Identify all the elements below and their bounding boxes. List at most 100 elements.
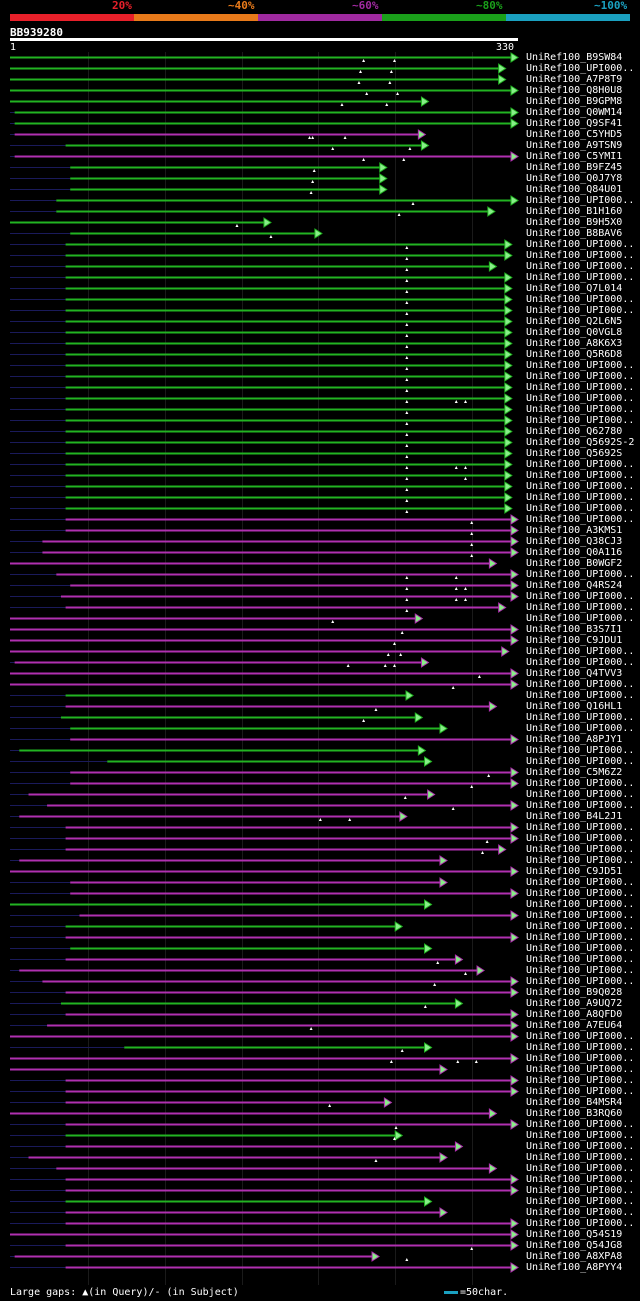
hit-bar[interactable] xyxy=(0,1108,522,1119)
hit-bar[interactable] xyxy=(0,998,522,1009)
hit-label[interactable]: UniRef100_UPI000.. xyxy=(526,239,635,250)
hit-label[interactable]: UniRef100_UPI000.. xyxy=(526,272,635,283)
hit-label[interactable]: UniRef100_UPI000.. xyxy=(526,1031,635,1042)
hit-bar[interactable] xyxy=(0,877,522,888)
hit-bar[interactable] xyxy=(0,899,522,910)
hit-label[interactable]: UniRef100_UPI000.. xyxy=(526,844,635,855)
hit-bar[interactable] xyxy=(0,569,522,580)
hit-row[interactable]: UniRef100_A8K6X3 xyxy=(0,338,640,349)
hit-row[interactable]: UniRef100_B1H160 xyxy=(0,206,640,217)
hit-label[interactable]: UniRef100_UPI000.. xyxy=(526,404,635,415)
hit-bar[interactable] xyxy=(0,954,522,965)
hit-label[interactable]: UniRef100_B4MSR4 xyxy=(526,1097,623,1108)
hit-row[interactable]: UniRef100_UPI000.. xyxy=(0,844,640,855)
hit-bar[interactable] xyxy=(0,261,522,272)
hit-label[interactable]: UniRef100_UPI000.. xyxy=(526,712,635,723)
hit-row[interactable]: UniRef100_Q5692S xyxy=(0,448,640,459)
hit-label[interactable]: UniRef100_UPI000.. xyxy=(526,778,635,789)
hit-bar[interactable] xyxy=(0,492,522,503)
hit-label[interactable]: UniRef100_UPI000.. xyxy=(526,965,635,976)
hit-label[interactable]: UniRef100_Q0WM14 xyxy=(526,107,623,118)
hit-row[interactable]: UniRef100_Q4RS24 xyxy=(0,580,640,591)
hit-label[interactable]: UniRef100_A9TSN9 xyxy=(526,140,623,151)
hit-label[interactable]: UniRef100_Q62780 xyxy=(526,426,623,437)
hit-bar[interactable] xyxy=(0,404,522,415)
hit-row[interactable]: UniRef100_UPI000.. xyxy=(0,888,640,899)
hit-bar[interactable] xyxy=(0,888,522,899)
hit-label[interactable]: UniRef100_A7P8T9 xyxy=(526,74,623,85)
hit-row[interactable]: UniRef100_UPI000.. xyxy=(0,1207,640,1218)
hit-bar[interactable] xyxy=(0,1075,522,1086)
hit-row[interactable]: UniRef100_Q0J7Y8 xyxy=(0,173,640,184)
hit-bar[interactable] xyxy=(0,646,522,657)
hit-label[interactable]: UniRef100_UPI000.. xyxy=(526,613,635,624)
hit-label[interactable]: UniRef100_UPI000.. xyxy=(526,1185,635,1196)
hit-bar[interactable] xyxy=(0,316,522,327)
hit-bar[interactable] xyxy=(0,833,522,844)
hit-bar[interactable] xyxy=(0,558,522,569)
hit-label[interactable]: UniRef100_Q16HL1 xyxy=(526,701,623,712)
hit-bar[interactable] xyxy=(0,789,522,800)
hit-row[interactable]: UniRef100_Q9SF41 xyxy=(0,118,640,129)
hit-row[interactable]: UniRef100_B9Q028 xyxy=(0,987,640,998)
hit-label[interactable]: UniRef100_B8BAV6 xyxy=(526,228,623,239)
hit-bar[interactable] xyxy=(0,1130,522,1141)
hit-row[interactable]: UniRef100_UPI000.. xyxy=(0,1163,640,1174)
hit-row[interactable]: UniRef100_A9UQ72 xyxy=(0,998,640,1009)
hit-bar[interactable] xyxy=(0,800,522,811)
hit-bar[interactable] xyxy=(0,1064,522,1075)
hit-label[interactable]: UniRef100_UPI000.. xyxy=(526,602,635,613)
hit-label[interactable]: UniRef100_B9Q028 xyxy=(526,987,623,998)
hit-bar[interactable] xyxy=(0,118,522,129)
hit-row[interactable]: UniRef100_UPI000.. xyxy=(0,360,640,371)
hit-bar[interactable] xyxy=(0,1152,522,1163)
hit-label[interactable]: UniRef100_Q4RS24 xyxy=(526,580,623,591)
hit-bar[interactable] xyxy=(0,74,522,85)
hit-label[interactable]: UniRef100_C9JD51 xyxy=(526,866,623,877)
hit-row[interactable]: UniRef100_Q84U01 xyxy=(0,184,640,195)
hit-bar[interactable] xyxy=(0,987,522,998)
hit-row[interactable]: UniRef100_UPI000.. xyxy=(0,1196,640,1207)
hit-row[interactable]: UniRef100_UPI000.. xyxy=(0,481,640,492)
hit-label[interactable]: UniRef100_Q84U01 xyxy=(526,184,623,195)
hit-row[interactable]: UniRef100_Q38CJ3 xyxy=(0,536,640,547)
hit-label[interactable]: UniRef100_UPI000.. xyxy=(526,657,635,668)
hit-label[interactable]: UniRef100_Q38CJ3 xyxy=(526,536,623,547)
hit-label[interactable]: UniRef100_UPI000.. xyxy=(526,294,635,305)
hit-row[interactable]: UniRef100_A8PJY1 xyxy=(0,734,640,745)
hit-label[interactable]: UniRef100_UPI000.. xyxy=(526,1174,635,1185)
hit-row[interactable]: UniRef100_A8XPA8 xyxy=(0,1251,640,1262)
hit-bar[interactable] xyxy=(0,910,522,921)
hit-label[interactable]: UniRef100_UPI000.. xyxy=(526,470,635,481)
hit-bar[interactable] xyxy=(0,723,522,734)
hit-label[interactable]: UniRef100_UPI000.. xyxy=(526,1042,635,1053)
hit-bar[interactable] xyxy=(0,921,522,932)
hit-bar[interactable] xyxy=(0,162,522,173)
hit-bar[interactable] xyxy=(0,679,522,690)
hit-row[interactable]: UniRef100_B3S7I1 xyxy=(0,624,640,635)
hit-bar[interactable] xyxy=(0,635,522,646)
hit-bar[interactable] xyxy=(0,514,522,525)
hit-bar[interactable] xyxy=(0,1240,522,1251)
hit-label[interactable]: UniRef100_UPI000.. xyxy=(526,800,635,811)
hit-bar[interactable] xyxy=(0,426,522,437)
hit-row[interactable]: UniRef100_UPI000.. xyxy=(0,602,640,613)
hit-row[interactable]: UniRef100_UPI000.. xyxy=(0,514,640,525)
hit-label[interactable]: UniRef100_UPI000.. xyxy=(526,514,635,525)
hit-label[interactable]: UniRef100_UPI000.. xyxy=(526,1163,635,1174)
hit-bar[interactable] xyxy=(0,767,522,778)
hit-bar[interactable] xyxy=(0,283,522,294)
hit-bar[interactable] xyxy=(0,305,522,316)
hit-label[interactable]: UniRef100_UPI000.. xyxy=(526,305,635,316)
hit-label[interactable]: UniRef100_B1H160 xyxy=(526,206,623,217)
hit-label[interactable]: UniRef100_B3RQ60 xyxy=(526,1108,623,1119)
hit-row[interactable]: UniRef100_UPI000.. xyxy=(0,712,640,723)
hit-label[interactable]: UniRef100_B9GPM8 xyxy=(526,96,623,107)
hit-row[interactable]: UniRef100_UPI000.. xyxy=(0,239,640,250)
hit-row[interactable]: UniRef100_A7EU64 xyxy=(0,1020,640,1031)
hit-label[interactable]: UniRef100_A8PYY4 xyxy=(526,1262,623,1273)
hit-bar[interactable] xyxy=(0,1218,522,1229)
hit-row[interactable]: UniRef100_UPI000.. xyxy=(0,1185,640,1196)
hit-bar[interactable] xyxy=(0,965,522,976)
hit-label[interactable]: UniRef100_UPI000.. xyxy=(526,1075,635,1086)
